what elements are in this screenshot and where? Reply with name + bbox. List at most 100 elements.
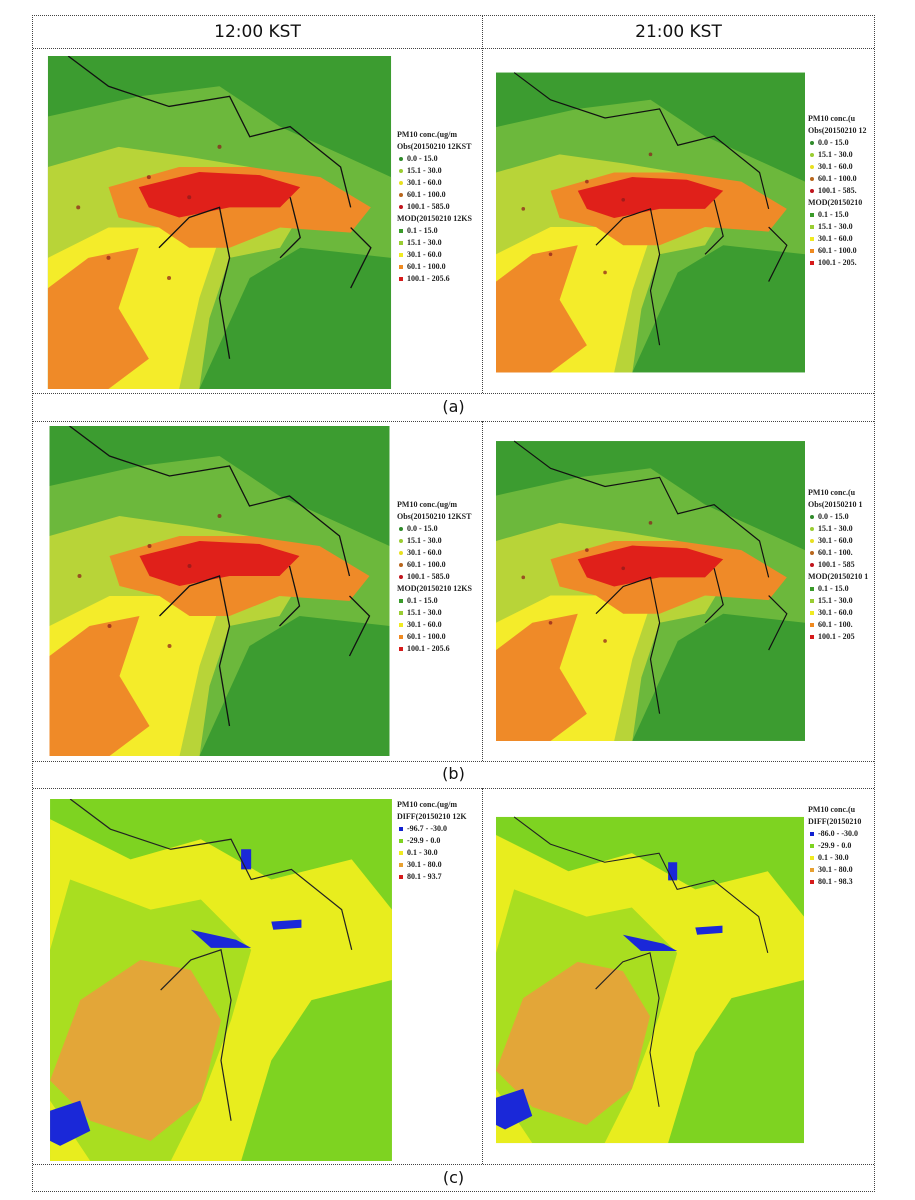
column-header: 12:00 KST [214, 22, 301, 42]
legend-item: 0.1 - 30.0 [808, 852, 874, 864]
legend-marker [399, 827, 403, 831]
legend-item: 100.1 - 205.6 [397, 643, 482, 655]
legend-item: 60.1 - 100.0 [808, 173, 874, 185]
legend-item: 30.1 - 80.0 [808, 864, 874, 876]
legend-marker [810, 868, 814, 872]
legend-marker [399, 205, 403, 209]
legend-marker [399, 635, 403, 639]
legend-marker [399, 193, 403, 197]
legend-item: 0.1 - 15.0 [808, 583, 874, 595]
legend-item: 30.1 - 60.0 [397, 177, 482, 189]
legend-item: 15.1 - 30.0 [397, 607, 482, 619]
legend-marker [399, 241, 403, 245]
legend-item: -29.9 - 0.0 [397, 835, 482, 847]
legend-heading: Obs(20150210 12 [808, 126, 867, 135]
legend-marker [810, 225, 814, 229]
legend: PM10 conc.(u Obs(20150210 12 0.0 - 15.0 15.… [808, 113, 874, 269]
divider [33, 788, 874, 789]
legend-marker [810, 844, 814, 848]
legend-marker [399, 839, 403, 843]
legend-item: 60.1 - 100.0 [397, 559, 482, 571]
legend-item: 15.1 - 30.0 [397, 237, 482, 249]
legend-item: 30.1 - 60.0 [808, 161, 874, 173]
legend-heading: Obs(20150210 12KST [397, 142, 472, 151]
legend: PM10 conc.(ug/m Obs(20150210 12KST 0.0 - 1… [397, 499, 482, 655]
legend-marker [810, 249, 814, 253]
legend-title: PM10 conc.(ug/m [397, 800, 457, 809]
legend-marker [810, 551, 814, 555]
legend-item: 60.1 - 100. [808, 547, 874, 559]
legend-marker [399, 647, 403, 651]
legend-item: 15.1 - 30.0 [808, 595, 874, 607]
legend-title: PM10 conc.(u [808, 805, 856, 814]
legend-title: PM10 conc.(u [808, 114, 856, 123]
legend-marker [399, 277, 403, 281]
map [496, 816, 804, 1144]
divider [33, 48, 874, 49]
legend: PM10 conc.(u Obs(20150210 1 0.0 - 15.0 15.1… [808, 487, 874, 643]
legend-marker [810, 213, 814, 217]
legend-item: 60.1 - 100.0 [397, 631, 482, 643]
legend-marker [399, 563, 403, 567]
legend-item: 100.1 - 585 [808, 559, 874, 571]
panel-label: (b) [442, 764, 465, 783]
legend-title: PM10 conc.(ug/m [397, 500, 457, 509]
legend-item: 100.1 - 585.0 [397, 201, 482, 213]
legend-item: 60.1 - 100.0 [397, 261, 482, 273]
divider [33, 393, 874, 394]
legend-heading: MOD(20150210 [808, 198, 863, 207]
legend-marker [399, 611, 403, 615]
legend-item: 80.1 - 98.3 [808, 876, 874, 888]
legend-item: -29.9 - 0.0 [808, 840, 874, 852]
divider [33, 1164, 874, 1165]
legend-item: 100.1 - 205 [808, 631, 874, 643]
legend-marker [810, 153, 814, 157]
legend-item: 0.0 - 15.0 [397, 523, 482, 535]
legend-item: 15.1 - 30.0 [808, 221, 874, 233]
figure-frame: 12:00 KST 21:00 KST (a) (b) (c) PM10 con… [32, 15, 875, 1192]
panel-label: (a) [442, 397, 465, 416]
legend-item: 100.1 - 585. [808, 185, 874, 197]
legend-heading: DIFF(20150210 12K [397, 812, 467, 821]
legend-item: 30.1 - 60.0 [808, 233, 874, 245]
legend-marker [810, 611, 814, 615]
divider [33, 421, 874, 422]
legend-item: 60.1 - 100. [808, 619, 874, 631]
legend-marker [399, 599, 403, 603]
legend: PM10 conc.(u DIFF(20150210 -86.0 - -30.0 -2… [808, 804, 874, 888]
legend-item: -86.0 - -30.0 [808, 828, 874, 840]
legend-item: 100.1 - 205. [808, 257, 874, 269]
legend-marker [810, 539, 814, 543]
map [496, 71, 805, 374]
legend-item: 15.1 - 30.0 [397, 165, 482, 177]
map [48, 426, 391, 756]
map [47, 56, 392, 389]
column-header: 21:00 KST [635, 22, 722, 42]
legend-item: 60.1 - 100.0 [808, 245, 874, 257]
legend-title: PM10 conc.(u [808, 488, 856, 497]
divider [33, 761, 874, 762]
legend-item: 100.1 - 585.0 [397, 571, 482, 583]
legend-marker [399, 253, 403, 257]
legend-heading: MOD(20150210 12KS [397, 584, 472, 593]
legend-heading: MOD(20150210 1 [808, 572, 869, 581]
legend: PM10 conc.(ug/m DIFF(20150210 12K -96.7 - … [397, 799, 482, 883]
legend-heading: Obs(20150210 12KST [397, 512, 472, 521]
legend-item: 0.1 - 30.0 [397, 847, 482, 859]
legend-item: 30.1 - 60.0 [397, 547, 482, 559]
legend-marker [810, 165, 814, 169]
legend-item: 100.1 - 205.6 [397, 273, 482, 285]
legend-item: 0.1 - 15.0 [808, 209, 874, 221]
legend-item: 15.1 - 30.0 [397, 535, 482, 547]
legend-marker [399, 863, 403, 867]
legend-item: -96.7 - -30.0 [397, 823, 482, 835]
legend-marker [810, 237, 814, 241]
legend-heading: Obs(20150210 1 [808, 500, 863, 509]
legend-marker [399, 169, 403, 173]
legend-marker [399, 623, 403, 627]
legend-marker [810, 880, 814, 884]
legend-item: 0.0 - 15.0 [808, 511, 874, 523]
legend-marker [810, 635, 814, 639]
legend-marker [399, 229, 403, 233]
